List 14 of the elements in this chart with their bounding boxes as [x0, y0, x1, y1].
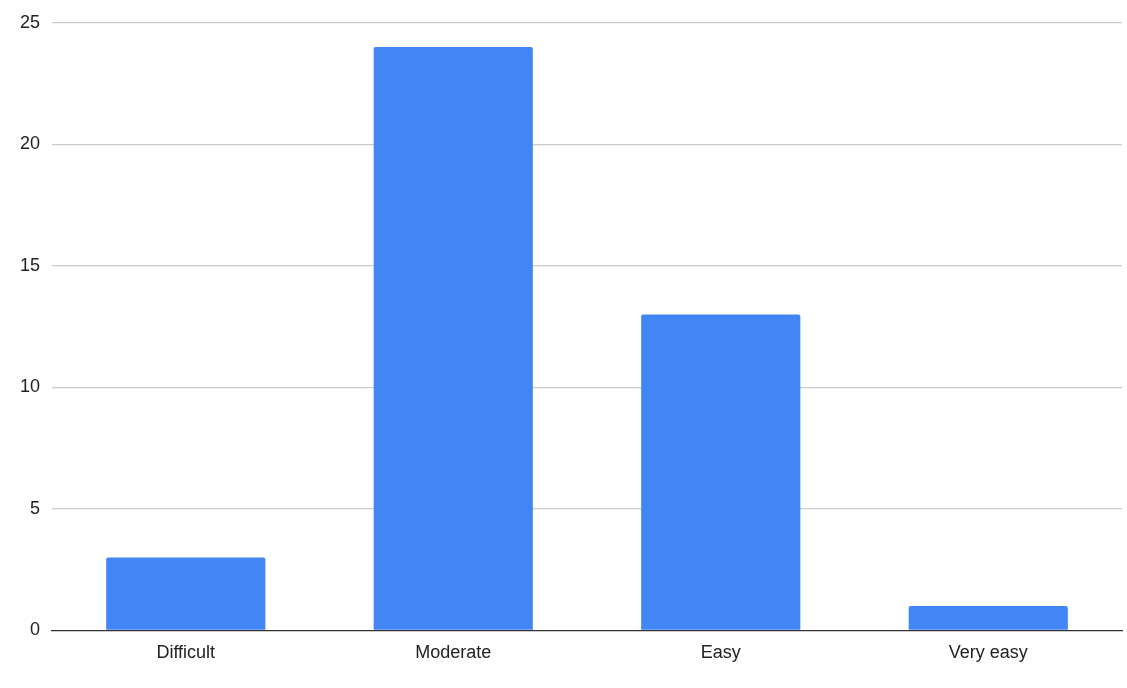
bar: [106, 557, 266, 630]
bar: [641, 314, 801, 630]
bar: [373, 47, 533, 630]
bar: [908, 606, 1068, 630]
x-tick-label: Easy: [700, 642, 741, 663]
y-tick-label: 10: [19, 376, 41, 397]
y-tick-label: 25: [19, 11, 41, 32]
x-tick-label: Moderate: [415, 642, 492, 663]
x-tick-label: Difficult: [156, 642, 216, 663]
y-tick-label: 20: [19, 133, 41, 154]
y-tick-label: 15: [19, 254, 41, 275]
y-tick-label: 0: [30, 619, 41, 640]
x-tick-label: Very easy: [948, 642, 1028, 663]
y-tick-label: 5: [30, 497, 41, 518]
